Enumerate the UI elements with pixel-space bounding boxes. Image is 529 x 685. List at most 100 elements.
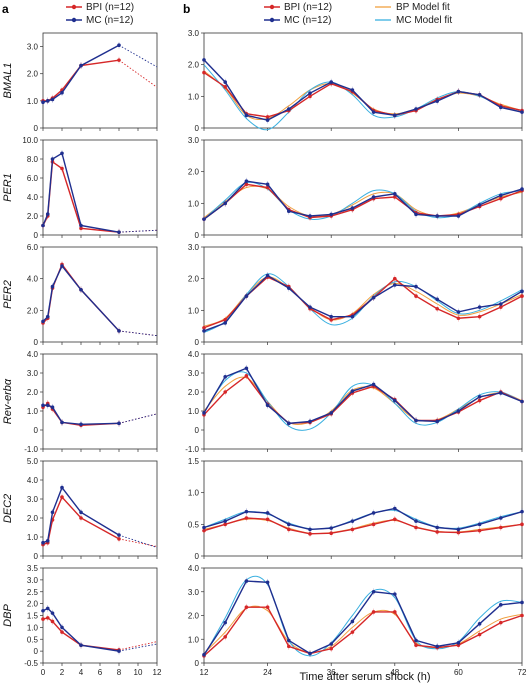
x-tick-label: 12 bbox=[153, 668, 162, 677]
legend-a-mc-marker bbox=[71, 17, 77, 23]
data-point-bpi-n-12 bbox=[329, 646, 334, 651]
data-point-mc-n-12 bbox=[117, 230, 121, 234]
y-tick-label: 2.0 bbox=[188, 388, 200, 397]
data-point-mc-n-12 bbox=[45, 403, 50, 408]
chart-a-rev-erb: -1.0 0 1.0 2.0 3.0 4.0 Rev-erbα bbox=[2, 350, 158, 454]
data-point-mc-n-12 bbox=[456, 641, 461, 645]
data-point-bpi-n-12 bbox=[435, 306, 440, 311]
data-point-mc-n-12 bbox=[265, 118, 270, 122]
data-point-bpi-n-12 bbox=[244, 516, 249, 520]
data-point-mc-n-12 bbox=[60, 485, 64, 490]
y-tick-label: 3.0 bbox=[27, 369, 39, 378]
y-tick-label: 6.0 bbox=[27, 174, 39, 183]
data-point-mc-n-12 bbox=[371, 295, 376, 300]
data-point-mc-n-12 bbox=[435, 525, 440, 530]
y-axis-label-per1: PER1 bbox=[2, 173, 14, 202]
data-point-bpi-n-12 bbox=[477, 632, 482, 637]
extrapolation-bpi-n-12 bbox=[118, 59, 158, 88]
data-point-bpi-n-12 bbox=[117, 537, 121, 541]
data-point-mc-n-12 bbox=[117, 43, 121, 48]
y-tick-label: 1.0 bbox=[27, 533, 39, 542]
y-axis-label-dec2: DEC2 bbox=[2, 494, 14, 523]
data-point-mc-n-12 bbox=[435, 99, 440, 103]
data-point-bpi-n-12 bbox=[477, 528, 482, 533]
series-line-mc-n-12 bbox=[203, 274, 523, 332]
panel-a-letter: a bbox=[2, 2, 9, 16]
data-point-mc-n-12 bbox=[520, 399, 524, 404]
y-tick-label: 0.5 bbox=[27, 635, 39, 644]
data-point-bpi-n-12 bbox=[499, 196, 503, 201]
data-point-bpi-n-12 bbox=[60, 495, 64, 499]
y-tick-label: 1.0 bbox=[188, 199, 200, 208]
data-point-mc-n-12 bbox=[477, 394, 482, 399]
y-tick-label: 0 bbox=[34, 426, 39, 435]
y-tick-label: 1.0 bbox=[27, 97, 39, 106]
data-point-mc-n-12 bbox=[117, 421, 121, 426]
data-point-mc-n-12 bbox=[350, 206, 355, 210]
y-tick-label: 0 bbox=[195, 659, 200, 668]
y-tick-label: 0 bbox=[34, 124, 39, 133]
data-point-mc-n-12 bbox=[499, 603, 503, 607]
data-point-mc-n-12 bbox=[520, 187, 524, 191]
data-point-mc-n-12 bbox=[202, 217, 206, 221]
chart-a-per1: 0 2.0 4.0 6.0 8.0 10.0 PER1 bbox=[2, 136, 158, 240]
legend-b-bpi-label: BPI (n=12) bbox=[284, 2, 332, 13]
y-tick-label: 2.0 bbox=[27, 70, 39, 79]
data-point-bpi-n-12 bbox=[414, 525, 418, 530]
y-axis-label-bmal1: BMAL1 bbox=[2, 62, 14, 98]
data-point-bpi-n-12 bbox=[202, 528, 206, 533]
x-tick-label: 24 bbox=[263, 668, 272, 677]
data-point-mc-n-12 bbox=[520, 289, 524, 294]
y-tick-label: 2.0 bbox=[27, 600, 39, 609]
series-line-bpi-n-12 bbox=[42, 263, 120, 332]
data-point-mc-n-12 bbox=[244, 366, 249, 371]
series-line-mc-n-12 bbox=[203, 580, 523, 656]
data-point-mc-n-12 bbox=[414, 638, 418, 643]
data-point-bpi-n-12 bbox=[244, 374, 249, 378]
data-point-mc-n-12 bbox=[308, 419, 312, 424]
extrapolation-mc-n-12 bbox=[118, 330, 158, 337]
data-point-mc-n-12 bbox=[520, 509, 524, 514]
series-line-mc-n-12 bbox=[203, 367, 523, 425]
extrapolation-bpi-n-12 bbox=[118, 229, 158, 233]
data-point-mc-n-12 bbox=[60, 264, 64, 268]
data-point-bpi-n-12 bbox=[223, 635, 227, 639]
data-point-mc-n-12 bbox=[79, 287, 83, 292]
y-tick-label: 2.0 bbox=[188, 168, 200, 177]
data-point-mc-n-12 bbox=[223, 519, 227, 523]
data-point-mc-n-12 bbox=[477, 522, 482, 527]
data-point-mc-n-12 bbox=[265, 580, 270, 585]
data-point-mc-n-12 bbox=[41, 403, 45, 408]
data-point-mc-n-12 bbox=[350, 88, 355, 92]
data-point-mc-n-12 bbox=[244, 294, 249, 298]
y-tick-label: 4.0 bbox=[188, 350, 200, 359]
data-point-bpi-n-12 bbox=[393, 610, 397, 614]
data-point-mc-n-12 bbox=[60, 151, 64, 156]
data-point-mc-n-12 bbox=[371, 511, 376, 515]
plot-frame bbox=[203, 460, 523, 557]
data-point-mc-n-12 bbox=[202, 329, 206, 333]
y-tick-label: 5.0 bbox=[27, 457, 39, 466]
y-tick-label: 2.0 bbox=[27, 306, 39, 315]
legend-b: BPI (n=12) MC (n=12) BP Model fit MC Mod… bbox=[264, 2, 452, 26]
data-point-bpi-n-12 bbox=[329, 531, 334, 535]
plot-frame bbox=[42, 353, 158, 450]
data-point-bpi-n-12 bbox=[308, 532, 312, 536]
data-point-mc-n-12 bbox=[393, 506, 397, 511]
data-point-bpi-n-12 bbox=[287, 527, 291, 532]
data-point-bpi-n-12 bbox=[50, 619, 55, 624]
data-point-bpi-n-12 bbox=[371, 522, 376, 527]
data-point-bpi-n-12 bbox=[499, 525, 503, 530]
x-tick-label: 36 bbox=[327, 668, 336, 677]
data-point-mc-n-12 bbox=[244, 179, 249, 183]
data-point-mc-n-12 bbox=[499, 391, 503, 395]
series-line-mc-n-12 bbox=[42, 44, 120, 103]
y-tick-label: 0 bbox=[195, 124, 200, 133]
data-point-mc-n-12 bbox=[223, 620, 227, 625]
series-line-mc-model-fit bbox=[203, 575, 523, 657]
data-point-mc-n-12 bbox=[244, 113, 249, 118]
legend-b-mc-marker bbox=[269, 17, 275, 23]
extrapolation-mc-n-12 bbox=[118, 643, 158, 652]
